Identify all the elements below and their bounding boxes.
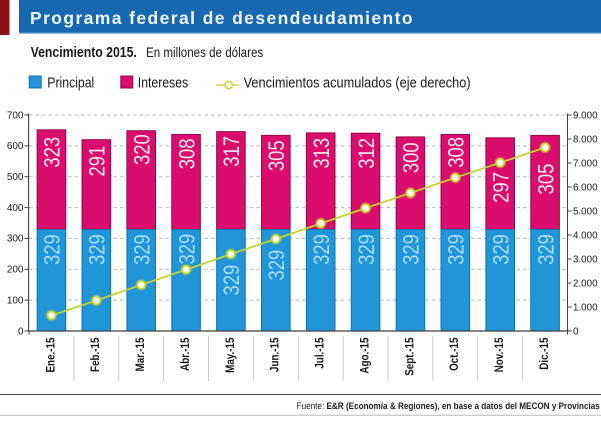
svg-text:Vencimiento 2015.: Vencimiento 2015.: [31, 44, 137, 60]
svg-text:317: 317: [219, 136, 244, 167]
svg-text:0: 0: [18, 326, 24, 337]
svg-text:Ene.-15: Ene.-15: [44, 338, 57, 373]
svg-text:En millones de dólares: En millones de dólares: [146, 44, 263, 60]
svg-text:Programa federal de desendeuda: Programa federal de desendeudamiento: [30, 8, 414, 28]
svg-text:Jul.-15: Jul.-15: [314, 338, 327, 369]
svg-text:308: 308: [175, 139, 200, 170]
svg-text:600: 600: [7, 141, 24, 152]
svg-text:Vencimientos acumulados (eje d: Vencimientos acumulados (eje derecho): [244, 75, 471, 91]
svg-text:4.000: 4.000: [573, 230, 598, 241]
svg-text:May.-15: May.-15: [224, 338, 237, 373]
svg-text:329: 329: [175, 234, 200, 265]
svg-text:Nov.-15: Nov.-15: [493, 338, 506, 373]
svg-text:329: 329: [309, 234, 334, 265]
svg-text:305: 305: [534, 164, 559, 195]
svg-text:6.000: 6.000: [573, 182, 598, 193]
svg-text:320: 320: [130, 134, 155, 165]
svg-text:9.000: 9.000: [573, 110, 598, 121]
svg-text:297: 297: [489, 172, 514, 203]
svg-text:200: 200: [7, 265, 24, 276]
svg-text:Mar.-15: Mar.-15: [134, 338, 147, 372]
svg-text:Oct.-15: Oct.-15: [448, 338, 461, 371]
svg-text:8.000: 8.000: [573, 134, 598, 145]
svg-text:400: 400: [7, 203, 24, 214]
svg-text:305: 305: [264, 140, 289, 171]
svg-text:7.000: 7.000: [573, 158, 598, 169]
svg-text:313: 313: [309, 138, 334, 169]
svg-text:Principal: Principal: [47, 75, 94, 91]
svg-text:Feb.-15: Feb.-15: [89, 338, 102, 372]
svg-text:5.000: 5.000: [573, 206, 598, 217]
svg-text:Dic.-15: Dic.-15: [538, 338, 551, 370]
svg-text:329: 329: [130, 234, 155, 265]
svg-text:Ago.-15: Ago.-15: [359, 338, 372, 374]
svg-text:Sept.-15: Sept.-15: [403, 338, 416, 376]
svg-text:100: 100: [7, 295, 24, 306]
svg-text:500: 500: [7, 172, 24, 183]
svg-text:329: 329: [264, 250, 289, 281]
svg-text:312: 312: [354, 138, 379, 169]
svg-text:1.000: 1.000: [573, 302, 598, 313]
svg-text:329: 329: [85, 234, 110, 265]
svg-text:Intereses: Intereses: [138, 75, 189, 91]
svg-text:323: 323: [40, 137, 65, 168]
svg-text:329: 329: [354, 234, 379, 265]
svg-text:329: 329: [534, 234, 559, 265]
svg-text:2.000: 2.000: [573, 278, 598, 289]
svg-text:Jun.-15: Jun.-15: [269, 338, 282, 372]
svg-text:329: 329: [489, 234, 514, 265]
svg-text:329: 329: [444, 234, 469, 265]
svg-text:329: 329: [219, 265, 244, 296]
svg-text:329: 329: [399, 234, 424, 265]
svg-text:329: 329: [40, 234, 65, 265]
svg-text:308: 308: [444, 137, 469, 168]
svg-text:Abr.-15: Abr.-15: [179, 338, 192, 371]
svg-text:300: 300: [399, 142, 424, 173]
svg-text:Fuente: E&R (Economía & Region: Fuente: E&R (Economía & Regiones), en ba…: [297, 401, 600, 412]
svg-text:700: 700: [7, 110, 24, 121]
svg-text:291: 291: [85, 146, 110, 177]
svg-text:0: 0: [573, 326, 579, 337]
svg-text:3.000: 3.000: [573, 254, 598, 265]
svg-text:300: 300: [7, 234, 24, 245]
